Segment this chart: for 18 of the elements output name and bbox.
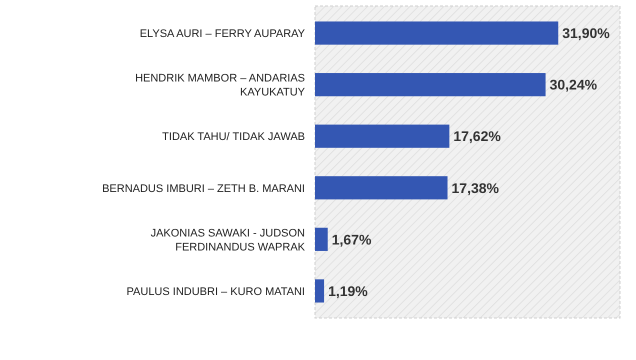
y-tick-label: JAKONIAS SAWAKI - JUDSON FERDINANDUS WAPRAK bbox=[150, 227, 306, 254]
bar bbox=[315, 279, 324, 303]
bar bbox=[315, 228, 328, 251]
data-label: 1,67% bbox=[332, 231, 372, 248]
bar bbox=[315, 176, 448, 200]
data-label: 30,24% bbox=[550, 76, 598, 93]
data-label: 1,19% bbox=[328, 282, 368, 299]
data-label: 31,90% bbox=[562, 25, 610, 42]
y-tick-label: ELYSA AURI – FERRY AUPARAY bbox=[140, 28, 306, 40]
y-tick-label: PAULUS INDUBRI – KURO MATANI bbox=[126, 286, 305, 298]
y-tick-label: HENDRIK MAMBOR – ANDARIAS KAYUKATUY bbox=[135, 72, 306, 99]
y-tick-label: TIDAK TAHU/ TIDAK JAWAB bbox=[162, 131, 305, 144]
data-label: 17,38% bbox=[452, 180, 500, 196]
y-tick-label: BERNADUS IMBURI – ZETH B. MARANI bbox=[102, 182, 305, 195]
bar bbox=[315, 124, 450, 148]
data-label: 17,62% bbox=[453, 128, 502, 144]
bar bbox=[315, 73, 546, 96]
bar bbox=[315, 21, 558, 45]
